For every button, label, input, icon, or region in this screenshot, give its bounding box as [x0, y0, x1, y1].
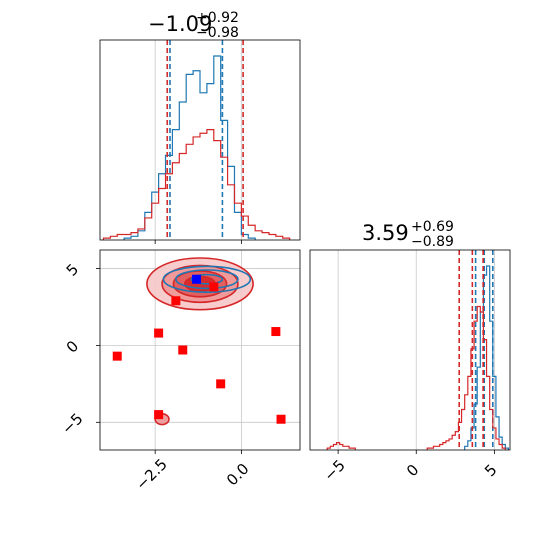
hist1-series-1-step	[102, 129, 291, 240]
contour-marker-3	[154, 328, 164, 338]
hist2-xtick-label-2: 5	[481, 461, 500, 480]
contour-panel: −2.5 0.0 5 0 −5	[58, 249, 301, 494]
hist2-series-1-step	[326, 305, 506, 450]
title-param2-sub: −0.89	[411, 234, 454, 250]
title-param1-main: −1.09	[148, 12, 212, 36]
contour-marker-7	[216, 379, 226, 389]
hist2-plot-area	[326, 250, 510, 450]
title-param1: −1.09	[148, 12, 212, 36]
hist2-frame	[309, 249, 511, 451]
contour-ytick-label-0: 5	[63, 260, 82, 279]
contour-marker-0	[192, 274, 202, 284]
contour-marker-2	[171, 296, 181, 306]
contour-xtick-label-1: 0.0	[223, 460, 253, 490]
title-param1-sub: −0.98	[196, 25, 239, 41]
hist2-xtick-label-0: −5	[320, 456, 348, 484]
contour-marker-9	[276, 414, 286, 424]
contour-1-level-2	[190, 273, 224, 285]
contour-marker-5	[112, 351, 122, 361]
histogram-param1-panel	[99, 39, 301, 244]
title-param2: 3.59	[362, 221, 409, 245]
title-param2-sup: +0.69	[411, 219, 454, 235]
contour-marker-8	[154, 410, 164, 420]
contour-marker-1	[209, 282, 219, 292]
hist1-frame	[99, 39, 301, 241]
contour-plot-area	[100, 250, 300, 450]
hist1-series-0-step	[123, 55, 256, 240]
hist2-series-0-step	[464, 265, 510, 450]
title-param2-main: 3.59	[362, 221, 409, 245]
contour-1-level-1	[175, 269, 239, 290]
contour-marker-4	[178, 345, 188, 355]
contour-ytick-label-1: 0	[63, 337, 82, 356]
title-param1-sup: +0.92	[196, 10, 239, 26]
contour-xtick-label-0: −2.5	[132, 455, 170, 493]
contour-1-level-0	[162, 265, 252, 293]
hist2-xtick-label-1: 0	[403, 461, 422, 480]
contour-frame	[99, 249, 301, 451]
contour-ytick-label-2: −5	[58, 410, 86, 438]
histogram-param2-panel: −5 0 5	[309, 249, 511, 485]
contour-marker-6	[271, 327, 281, 337]
hist1-plot-area	[102, 40, 291, 240]
